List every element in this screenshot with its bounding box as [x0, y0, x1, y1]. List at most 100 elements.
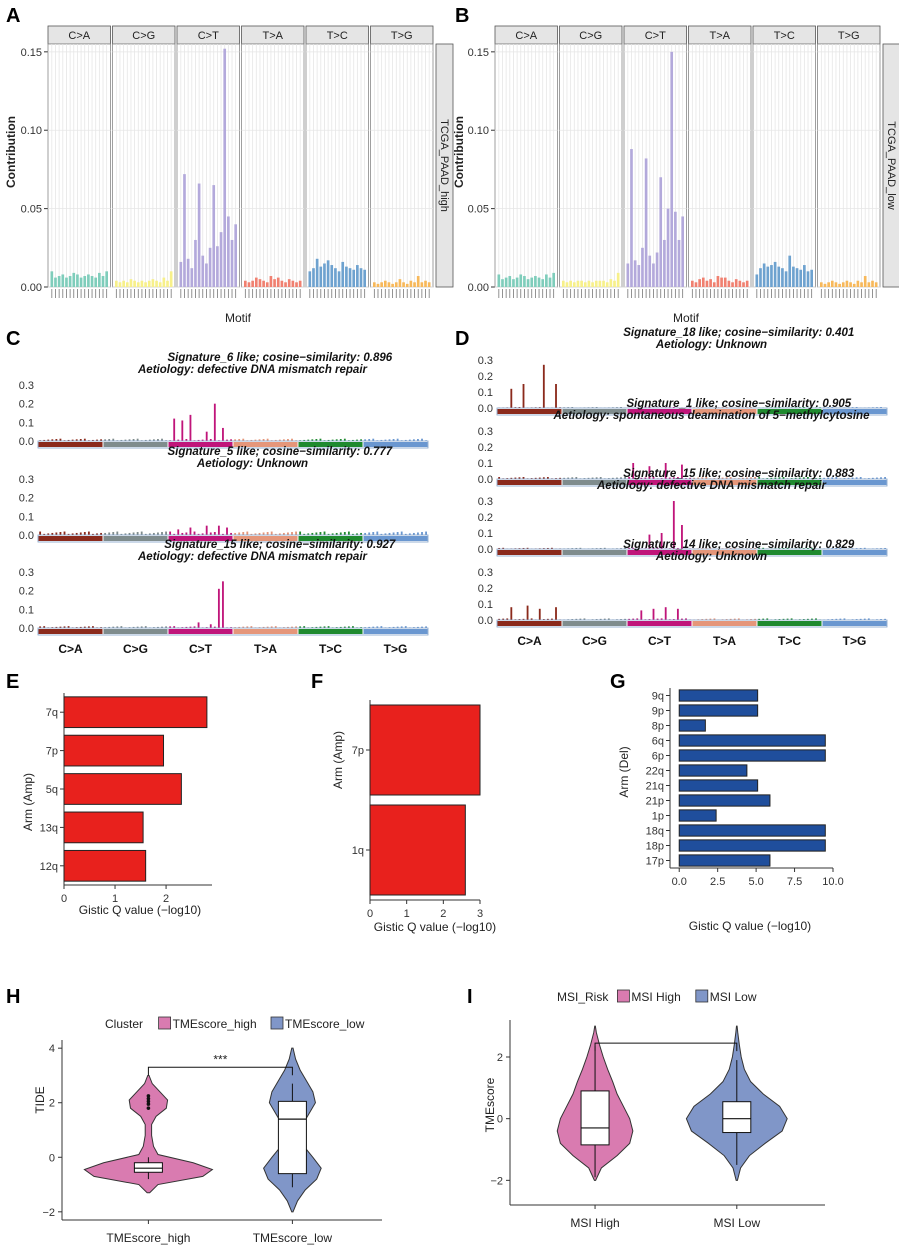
panel-d-bar-TtoC — [811, 547, 813, 549]
panel-b-bar-TtoC — [777, 266, 781, 287]
panel-c-bar-CtoG — [128, 532, 131, 535]
panel-c-sig-title: Signature_15 like; cosine−similarity: 0.… — [164, 539, 396, 551]
panel-c-bar-TtoG — [388, 627, 391, 628]
panel-a-motif-tick — [338, 289, 340, 298]
panel-b-bar-CtoG — [602, 280, 605, 287]
panel-d-bar-TtoA — [754, 618, 756, 620]
panel-a-bar-TtoA — [244, 280, 247, 287]
panel-d-category-strip — [627, 409, 692, 414]
panel-d-bar-TtoA — [754, 547, 756, 549]
panel-d-bar-TtoC — [794, 477, 797, 479]
panel-d-bar-TtoA — [701, 407, 704, 408]
panel-b-facet-panel — [817, 43, 881, 288]
panel-h-outlier — [146, 1102, 151, 1106]
panel-b-motif-tick — [820, 289, 822, 298]
panel-c-bar-TtoC — [311, 532, 314, 535]
panel-c-bar-TtoA — [254, 533, 257, 535]
panel-g-category-label: 6p — [652, 751, 664, 763]
panel-c-bar-CtoG — [116, 531, 119, 535]
panel-b-motif-tick — [839, 289, 841, 298]
panel-label-c: C — [6, 328, 20, 350]
panel-a-motif-tick — [384, 289, 386, 298]
panel-a-facet-panel — [112, 43, 176, 288]
panel-a-bar-CtoA — [101, 276, 105, 287]
panel-c-strip-frame — [37, 440, 429, 449]
panel-a-motif-tick — [123, 289, 125, 298]
panel-b-motif-tick — [671, 289, 673, 298]
panel-h-ytick-label: 0 — [49, 1152, 55, 1164]
panel-d-bar-CtoA — [522, 477, 525, 479]
panel-f-xlabel: Gistic Q value (−log10) — [374, 920, 496, 934]
panel-b-bar-CtoT — [666, 208, 670, 287]
panel-a-strip-right-label: TCGA_PAAD_high — [438, 119, 450, 212]
panel-d-bar-CtoT — [668, 407, 671, 408]
panel-a-bar-CtoG — [155, 280, 158, 287]
panel-d-bar-CtoT — [681, 464, 683, 479]
panel-h-legend-swatch — [158, 1016, 172, 1030]
panel-c-bar-CtoA — [67, 626, 70, 628]
panel-c-bar-TtoG — [417, 532, 419, 535]
panel-c-bar-TtoA — [242, 626, 245, 628]
panel-c-bar-TtoA — [246, 531, 249, 535]
panel-c-bar-CtoT — [185, 439, 188, 441]
panel-d-bar-CtoA — [542, 477, 545, 479]
panel-b-bar-TtoA — [727, 280, 731, 287]
panel-c-bar-TtoC — [343, 532, 346, 535]
panel-d-bar-CtoT — [632, 463, 635, 479]
panel-d-bar-TtoC — [786, 618, 789, 620]
panel-c-bar-CtoT — [222, 533, 224, 535]
panel-d-bar-CtoG — [620, 477, 622, 479]
panel-b-motif-tick — [581, 289, 583, 298]
panel-d-bar-CtoG — [575, 547, 578, 549]
panel-a-motif-tick — [195, 289, 196, 298]
panel-c-bar-TtoA — [266, 438, 269, 441]
panel-b-bar-TtoG — [820, 282, 823, 287]
panel-d-sig-title: Signature_1 like; cosine−similarity: 0.9… — [626, 398, 851, 410]
panel-e-xtick-label: 2 — [163, 893, 169, 905]
panel-a-motif-tick — [87, 289, 89, 298]
panel-a-motif-tick — [55, 289, 56, 298]
panel-c-bar-CtoT — [181, 627, 184, 628]
panel-b-bar-TtoG — [867, 282, 871, 287]
panel-b-motif-tick — [656, 289, 658, 298]
panel-d-bar-CtoG — [563, 477, 566, 479]
panel-a-strip-label: C>T — [198, 30, 219, 42]
panel-c-bar-CtoG — [112, 626, 115, 628]
panel-c-bar-CtoT — [173, 418, 176, 441]
panel-b-strip-label: C>A — [515, 30, 537, 42]
panel-d-bar-CtoT — [685, 618, 687, 620]
panel-c-bar-CtoG — [148, 439, 151, 441]
panel-h-legend-title: Cluster — [105, 1017, 143, 1031]
panel-c-bar-TtoG — [384, 533, 387, 535]
panel-a-bar-CtoG — [147, 280, 151, 287]
panel-c-bar-CtoT — [177, 529, 180, 535]
panel-b-bar-TtoC — [806, 271, 810, 287]
panel-a-motif-tick — [187, 289, 189, 298]
panel-c-bar-TtoG — [396, 438, 399, 441]
panel-d-bar-TtoA — [750, 407, 752, 408]
panel-c-bar-CtoA — [55, 626, 58, 628]
panel-c-bar-CtoT — [201, 439, 204, 441]
panel-a-motif-tick — [84, 289, 86, 298]
panel-h-outlier — [146, 1106, 151, 1110]
panel-b-bar-CtoA — [530, 277, 534, 287]
panel-c-bar-CtoA — [63, 531, 66, 535]
panel-d-bar-TtoC — [782, 477, 785, 479]
panel-d-bar-TtoC — [770, 477, 773, 479]
panel-d-bar-TtoG — [871, 477, 874, 479]
panel-g-bar — [678, 794, 771, 807]
panel-c-category-strip — [363, 442, 428, 447]
panel-e-category-label: 13q — [40, 822, 58, 834]
panel-c-bar-TtoA — [274, 533, 277, 535]
panel-c-bar-CtoA — [51, 532, 54, 535]
panel-d-bar-TtoA — [729, 547, 732, 549]
panel-c-bar-CtoG — [120, 439, 123, 441]
panel-d-bar-TtoA — [697, 477, 700, 479]
panel-d-bar-CtoT — [672, 407, 675, 408]
panel-c-bar-TtoA — [234, 627, 237, 628]
panel-c-bar-TtoG — [388, 439, 391, 441]
panel-a-bar-CtoT — [216, 246, 219, 287]
panel-a-motif-tick — [224, 289, 226, 298]
panel-d-bar-CtoG — [571, 477, 574, 479]
panel-c-bar-CtoG — [152, 532, 155, 535]
